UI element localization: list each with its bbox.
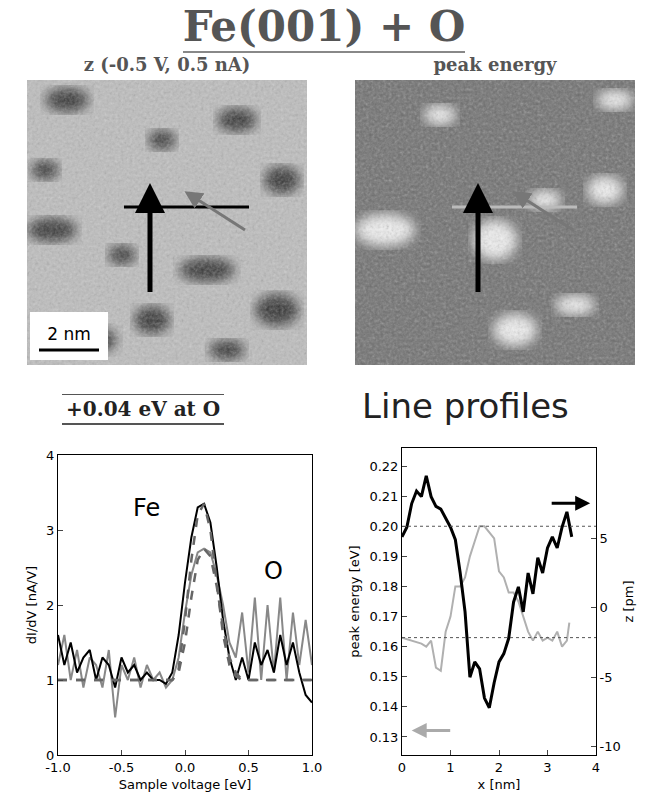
svg-text:1: 1 bbox=[46, 673, 54, 688]
html-text:peak energy: peak energy bbox=[433, 54, 557, 75]
svg-text:Fe: Fe bbox=[133, 494, 160, 522]
svg-text:0.13: 0.13 bbox=[369, 729, 398, 744]
svg-text:0.16: 0.16 bbox=[369, 639, 398, 654]
svg-text:0: 0 bbox=[46, 748, 54, 763]
svg-text:-5: -5 bbox=[600, 670, 613, 685]
svg-text:3: 3 bbox=[543, 760, 551, 775]
svg-text:O: O bbox=[264, 557, 283, 585]
svg-text:2: 2 bbox=[46, 598, 54, 613]
svg-text:z [pm]: z [pm] bbox=[621, 580, 636, 622]
svg-text:1.0: 1.0 bbox=[302, 760, 323, 775]
svg-text:2 nm: 2 nm bbox=[47, 324, 91, 344]
svg-text:dI/dV [nA/V]: dI/dV [nA/V] bbox=[24, 566, 39, 644]
svg-text:0.0: 0.0 bbox=[175, 760, 196, 775]
svg-text:peak energy [eV]: peak energy [eV] bbox=[347, 545, 362, 657]
svg-text:0.5: 0.5 bbox=[238, 760, 259, 775]
html-text:Fe(001) + O: Fe(001) + O bbox=[182, 2, 466, 51]
svg-text:3: 3 bbox=[46, 523, 54, 538]
svg-text:Sample voltage [eV]: Sample voltage [eV] bbox=[119, 777, 252, 792]
svg-text:5: 5 bbox=[600, 531, 608, 546]
svg-text:4: 4 bbox=[46, 448, 54, 463]
html-text:+0.04 eV at O: +0.04 eV at O bbox=[66, 397, 221, 421]
svg-text:4: 4 bbox=[592, 760, 600, 775]
svg-text:0: 0 bbox=[600, 600, 608, 615]
svg-text:1: 1 bbox=[446, 760, 454, 775]
svg-text:0: 0 bbox=[398, 760, 406, 775]
svg-text:0.14: 0.14 bbox=[369, 699, 398, 714]
svg-text:0.20: 0.20 bbox=[369, 519, 398, 534]
svg-text:-1.0: -1.0 bbox=[45, 760, 70, 775]
svg-text:0.17: 0.17 bbox=[369, 609, 398, 624]
svg-text:-0.5: -0.5 bbox=[109, 760, 134, 775]
svg-text:0.21: 0.21 bbox=[369, 489, 398, 504]
svg-text:0.18: 0.18 bbox=[369, 579, 398, 594]
svg-text:-10: -10 bbox=[600, 739, 621, 754]
svg-text:0.15: 0.15 bbox=[369, 669, 398, 684]
html-text:Line profiles: Line profiles bbox=[362, 386, 569, 426]
svg-text:0.19: 0.19 bbox=[369, 549, 398, 564]
svg-text:2: 2 bbox=[495, 760, 503, 775]
svg-text:0.22: 0.22 bbox=[369, 459, 398, 474]
html-text:z (-0.5 V, 0.5 nA): z (-0.5 V, 0.5 nA) bbox=[83, 54, 251, 75]
svg-text:x [nm]: x [nm] bbox=[478, 777, 521, 792]
